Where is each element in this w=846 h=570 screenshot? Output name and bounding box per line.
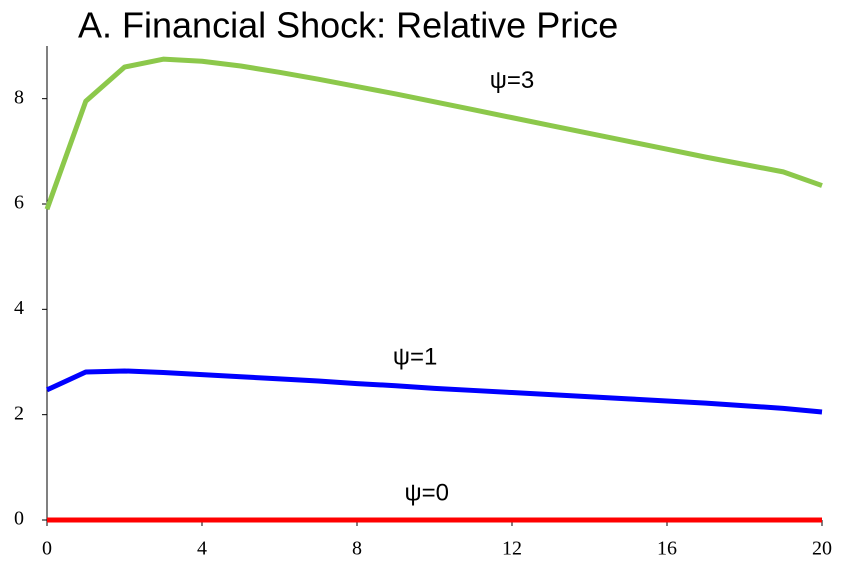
x-tick-label: 0 — [42, 538, 52, 560]
chart-title: A. Financial Shock: Relative Price — [78, 5, 618, 46]
series-label: ψ=3 — [490, 67, 534, 94]
y-tick-label: 4 — [14, 297, 24, 319]
y-tick-label: 2 — [14, 402, 24, 424]
series-line — [44, 56, 823, 211]
x-tick-label: 8 — [352, 538, 362, 560]
y-tick-label: 6 — [14, 192, 24, 214]
y-tick-label: 0 — [14, 508, 24, 530]
series-label: ψ=1 — [393, 344, 437, 371]
series-label: ψ=0 — [405, 479, 449, 506]
series-line — [45, 368, 823, 415]
x-tick-label: 20 — [812, 538, 832, 560]
x-tick-label: 4 — [197, 538, 207, 560]
y-tick-label: 8 — [14, 86, 24, 108]
x-tick-label: 12 — [502, 538, 522, 560]
x-tick-label: 16 — [657, 538, 677, 560]
